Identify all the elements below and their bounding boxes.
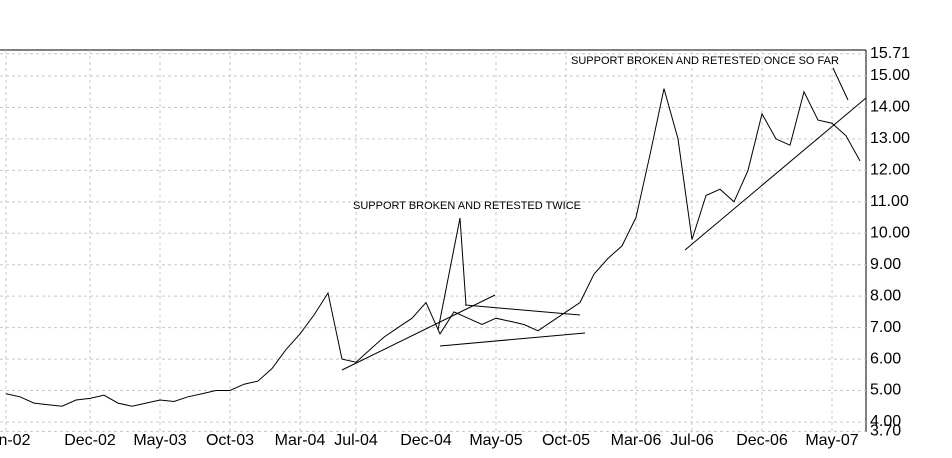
trend-line (341, 294, 496, 371)
y-tick-label: 10.00 (870, 224, 910, 241)
x-tick-label: Dec-02 (64, 432, 116, 449)
grid (0, 50, 866, 432)
x-tick-label: May-03 (133, 432, 186, 449)
y-tick-label: 7.00 (870, 319, 901, 336)
y-tick-label: 15.00 (870, 67, 910, 84)
x-tick-label: Dec-06 (736, 432, 788, 449)
y-tick-label: 8.00 (870, 287, 901, 304)
x-tick-label: Dec-04 (400, 432, 452, 449)
annotation: SUPPORT BROKEN AND RETESTED ONCE SO FAR (571, 55, 839, 67)
trend-line (439, 332, 586, 347)
x-tick-label: Mar-06 (611, 432, 662, 449)
y-tick-label: 14.00 (870, 99, 910, 116)
pointer-line (832, 67, 849, 101)
trend-line (464, 304, 581, 316)
pointer-line (437, 217, 467, 331)
annotation: SUPPORT BROKEN AND RETESTED TWICE (353, 200, 581, 212)
y-tick-label: 6.00 (870, 350, 901, 367)
trend-lines (341, 67, 867, 371)
price-line (5, 88, 861, 407)
y-tick-label: 11.00 (870, 193, 909, 210)
x-tick-label: May-05 (469, 432, 522, 449)
x-tick-label: Jul-06 (670, 432, 714, 449)
y-tick-label: 15.71 (870, 45, 910, 62)
trend-line (684, 97, 867, 251)
y-tick-label: 9.00 (870, 256, 901, 273)
y-tick-label: 4.00 (870, 413, 901, 430)
x-tick-label: Oct-03 (206, 432, 254, 449)
x-tick-label: Jul-04 (334, 432, 378, 449)
x-tick-label: Jun-02 (0, 432, 31, 449)
x-tick-label: May-07 (805, 432, 858, 449)
x-tick-label: Mar-04 (275, 432, 326, 449)
y-tick-label: 13.00 (870, 130, 910, 147)
x-tick-label: Oct-05 (542, 432, 590, 449)
y-tick-label: 3.70 (870, 423, 901, 440)
y-tick-label: 12.00 (870, 162, 910, 179)
y-tick-label: 5.00 (870, 382, 901, 399)
